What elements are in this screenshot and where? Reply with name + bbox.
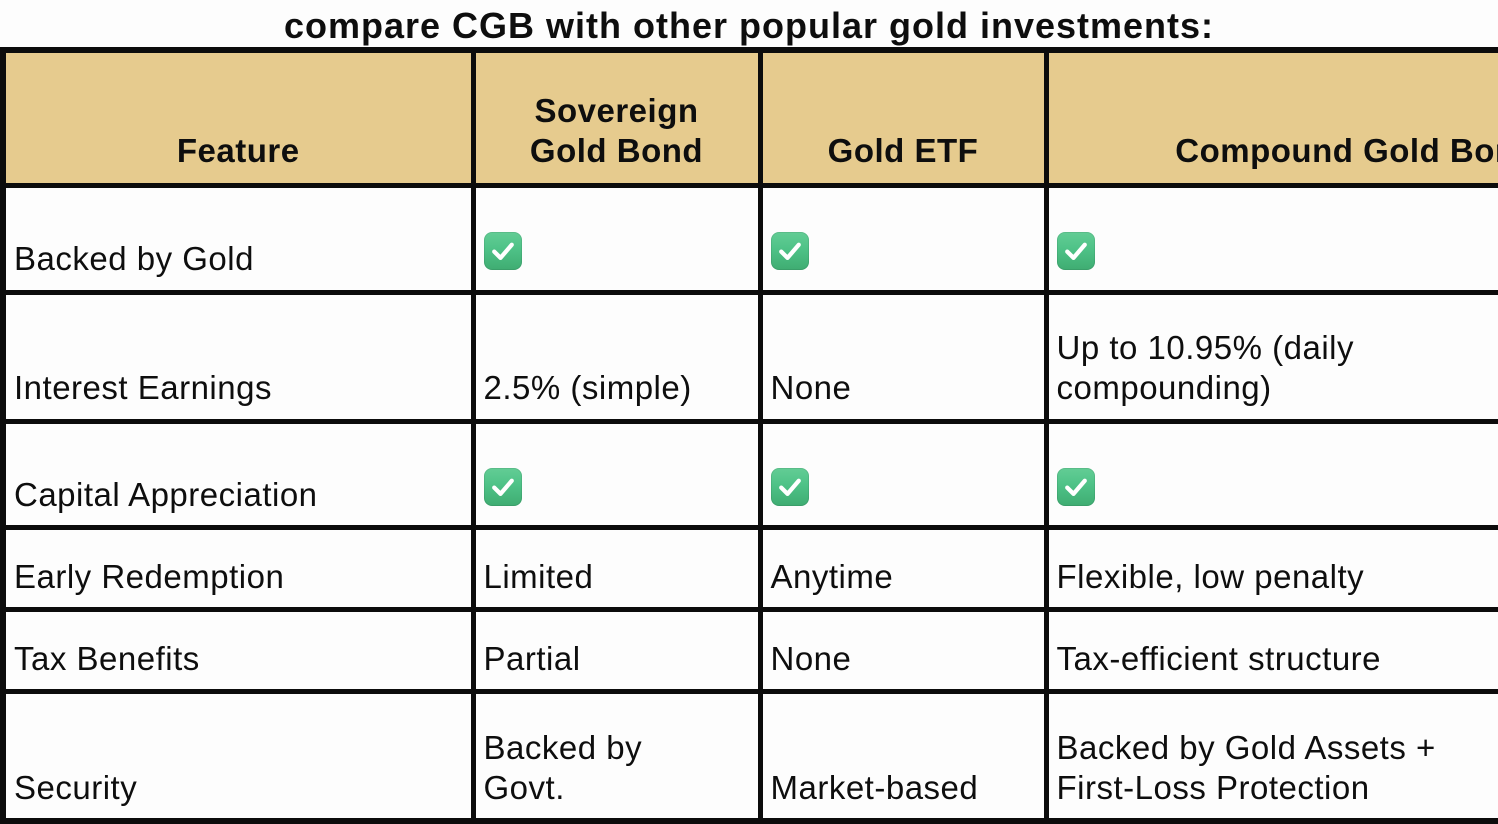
sovereign-gold-bond-cell: Limited xyxy=(470,525,763,612)
feature-cell: Backed by Gold xyxy=(0,183,476,295)
compound-gold-bond-cell: Tax-efficient structure xyxy=(1043,607,1498,694)
compound-gold-bond-cell: Flexible, low penalty xyxy=(1043,525,1498,612)
check-icon xyxy=(770,467,809,506)
table-row-early-redemption: Early Redemption Limited Anytime Flexibl… xyxy=(0,525,1498,612)
table-row-interest-earnings: Interest Earnings 2.5% (simple) None Up … xyxy=(0,289,1498,424)
table-row-security: Security Backed by Govt. Market-based Ba… xyxy=(0,689,1498,824)
feature-cell: Tax Benefits xyxy=(0,607,476,694)
column-header-gold-etf: Gold ETF xyxy=(757,47,1049,188)
column-header-compound-gold-bond: Compound Gold Bond xyxy=(1043,47,1498,188)
check-icon xyxy=(1056,232,1095,271)
feature-cell: Early Redemption xyxy=(0,525,476,612)
check-icon xyxy=(770,232,809,271)
sovereign-gold-bond-cell: Partial xyxy=(470,607,763,694)
feature-cell: Capital Appreciation xyxy=(0,418,476,530)
sovereign-gold-bond-cell: 2.5% (simple) xyxy=(470,289,763,424)
check-icon xyxy=(1056,467,1095,506)
feature-cell: Security xyxy=(0,689,476,824)
sovereign-gold-bond-cell xyxy=(470,418,763,530)
table-row-tax-benefits: Tax Benefits Partial None Tax-efficient … xyxy=(0,607,1498,694)
comparison-table: Feature Sovereign Gold Bond Gold ETF Com… xyxy=(0,47,1498,824)
compound-gold-bond-cell: Up to 10.95% (daily compounding) xyxy=(1043,289,1498,424)
compound-gold-bond-cell xyxy=(1043,418,1498,530)
gold-etf-cell xyxy=(757,418,1049,530)
table-row-backed-by-gold: Backed by Gold xyxy=(0,183,1498,295)
column-header-feature: Feature xyxy=(0,47,476,188)
gold-etf-cell: Market-based xyxy=(757,689,1049,824)
table-row-capital-appreciation: Capital Appreciation xyxy=(0,418,1498,530)
feature-cell: Interest Earnings xyxy=(0,289,476,424)
gold-etf-cell: Anytime xyxy=(757,525,1049,612)
compound-gold-bond-cell: Backed by Gold Assets + First-Loss Prote… xyxy=(1043,689,1498,824)
sovereign-gold-bond-cell xyxy=(470,183,763,295)
check-icon xyxy=(483,467,522,506)
gold-etf-cell: None xyxy=(757,607,1049,694)
compound-gold-bond-cell xyxy=(1043,183,1498,295)
page-title: compare CGB with other popular gold inve… xyxy=(283,5,1215,46)
gold-etf-cell xyxy=(757,183,1049,295)
header-row: Feature Sovereign Gold Bond Gold ETF Com… xyxy=(0,47,1498,188)
check-icon xyxy=(483,232,522,271)
gold-etf-cell: None xyxy=(757,289,1049,424)
column-header-sovereign-gold-bond: Sovereign Gold Bond xyxy=(470,47,763,188)
sovereign-gold-bond-cell: Backed by Govt. xyxy=(470,689,763,824)
